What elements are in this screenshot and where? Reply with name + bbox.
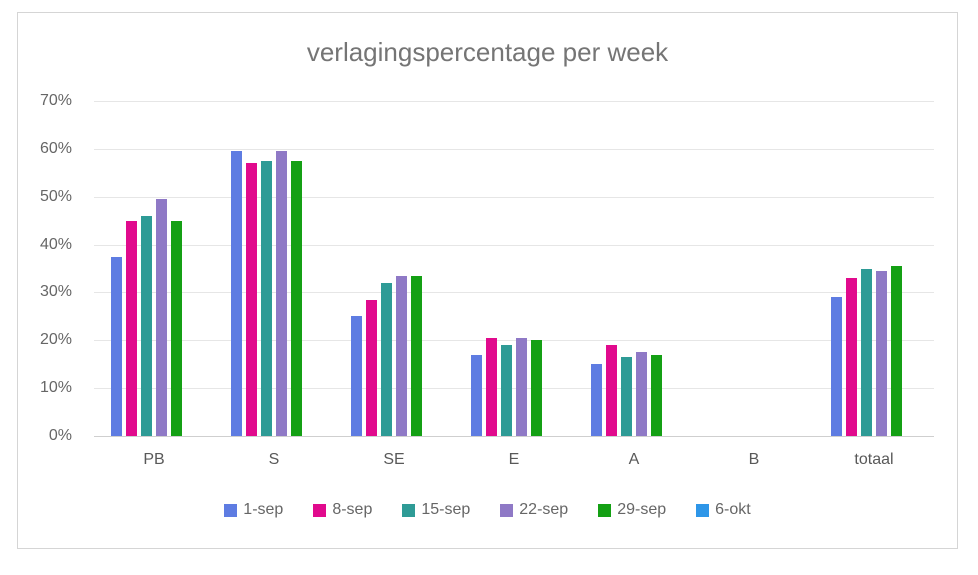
x-tick-label-E: E: [508, 451, 520, 468]
bar-1-sep-E: [471, 354, 482, 436]
x-tick-label-S: S: [268, 451, 280, 468]
y-tick-label: 10%: [39, 379, 72, 397]
y-tick-label: 20%: [39, 331, 72, 349]
legend-item-15-sep: 15-sep: [402, 501, 470, 519]
bar-group-SE: [334, 101, 454, 436]
bar-group-B: [694, 101, 814, 436]
bar-22-sep-SE: [396, 275, 407, 436]
legend-swatch-icon: [313, 503, 327, 517]
gridline-40: [94, 244, 934, 246]
bar-group-PB: [94, 101, 214, 436]
legend-label: 22-sep: [519, 501, 569, 518]
legend-label: 1-sep: [243, 501, 284, 518]
bar-group-E: [454, 101, 574, 436]
bar-1-sep-totaal: [831, 297, 842, 436]
bar-groups: [94, 101, 934, 436]
bar-15-sep-S: [261, 160, 272, 436]
gridline-70: [94, 101, 934, 102]
bar-15-sep-SE: [381, 282, 392, 436]
legend-item-29-sep: 29-sep: [598, 501, 666, 519]
bar-22-sep-totaal: [876, 270, 887, 436]
legend-swatch-icon: [224, 503, 238, 517]
gridline-60: [94, 148, 934, 150]
bar-29-sep-E: [531, 340, 542, 436]
bar-15-sep-totaal: [861, 268, 872, 436]
bar-22-sep-PB: [156, 199, 167, 436]
legend-item-6-okt: 6-okt: [696, 501, 751, 519]
bar-29-sep-totaal: [891, 266, 902, 436]
bar-8-sep-SE: [366, 299, 377, 436]
gridline-0: [94, 436, 934, 437]
legend-item-1-sep: 1-sep: [224, 501, 283, 519]
bar-15-sep-E: [501, 345, 512, 436]
plot-area: 0% 10% 20% 30% 40% 50% 60% 70%: [40, 92, 934, 444]
bar-group-totaal: [814, 101, 934, 436]
y-tick-label: 50%: [39, 187, 72, 205]
gridline-20: [94, 340, 934, 342]
bar-group-S: [214, 101, 334, 436]
legend-swatch-icon: [696, 503, 710, 517]
bar-29-sep-A: [651, 354, 662, 436]
legend-item-8-sep: 8-sep: [313, 501, 372, 519]
bar-1-sep-S: [231, 151, 242, 436]
y-tick-label: 70%: [39, 92, 72, 109]
y-tick-label: 40%: [39, 235, 72, 253]
y-tick-label: 30%: [39, 283, 72, 301]
bar-29-sep-PB: [171, 220, 182, 436]
x-tick-label-SE: SE: [383, 451, 405, 468]
bar-22-sep-A: [636, 352, 647, 436]
bar-1-sep-SE: [351, 316, 362, 436]
chart-title: verlagingspercentage per week: [306, 37, 669, 67]
bar-15-sep-PB: [141, 215, 152, 436]
legend-label: 8-sep: [332, 501, 373, 518]
x-tick-label-totaal: totaal: [854, 451, 894, 468]
bar-29-sep-S: [291, 160, 302, 436]
bar-8-sep-totaal: [846, 278, 857, 436]
bar-8-sep-S: [246, 163, 257, 436]
bar-8-sep-PB: [126, 220, 137, 436]
legend-label: 15-sep: [421, 501, 471, 518]
legend-label: 6-okt: [715, 501, 751, 518]
bar-8-sep-A: [606, 345, 617, 436]
bar-29-sep-SE: [411, 275, 422, 436]
bar-1-sep-PB: [111, 256, 122, 436]
bar-22-sep-S: [276, 151, 287, 436]
bar-8-sep-E: [486, 337, 497, 436]
bar-22-sep-E: [516, 337, 527, 436]
bar-1-sep-A: [591, 364, 602, 436]
legend-swatch-icon: [598, 503, 612, 517]
y-tick-label: 0%: [48, 427, 72, 444]
y-tick-label: 60%: [39, 139, 72, 157]
x-tick-label-A: A: [628, 451, 640, 468]
legend-swatch-icon: [402, 503, 416, 517]
legend-label: 29-sep: [617, 501, 667, 518]
gridline-30: [94, 292, 934, 294]
x-tick-label-B: B: [748, 451, 760, 468]
legend: 1-sep 8-sep 15-sep 22-sep 29-sep 6-okt: [18, 501, 957, 519]
gridline-10: [94, 388, 934, 390]
x-tick-label-PB: PB: [143, 451, 165, 468]
legend-item-22-sep: 22-sep: [500, 501, 568, 519]
bar-group-A: [574, 101, 694, 436]
gridline-50: [94, 196, 934, 198]
chart-frame: verlagingspercentage per week 0% 10% 20% 30…: [17, 12, 958, 549]
bar-15-sep-A: [621, 357, 632, 436]
legend-swatch-icon: [500, 503, 514, 517]
